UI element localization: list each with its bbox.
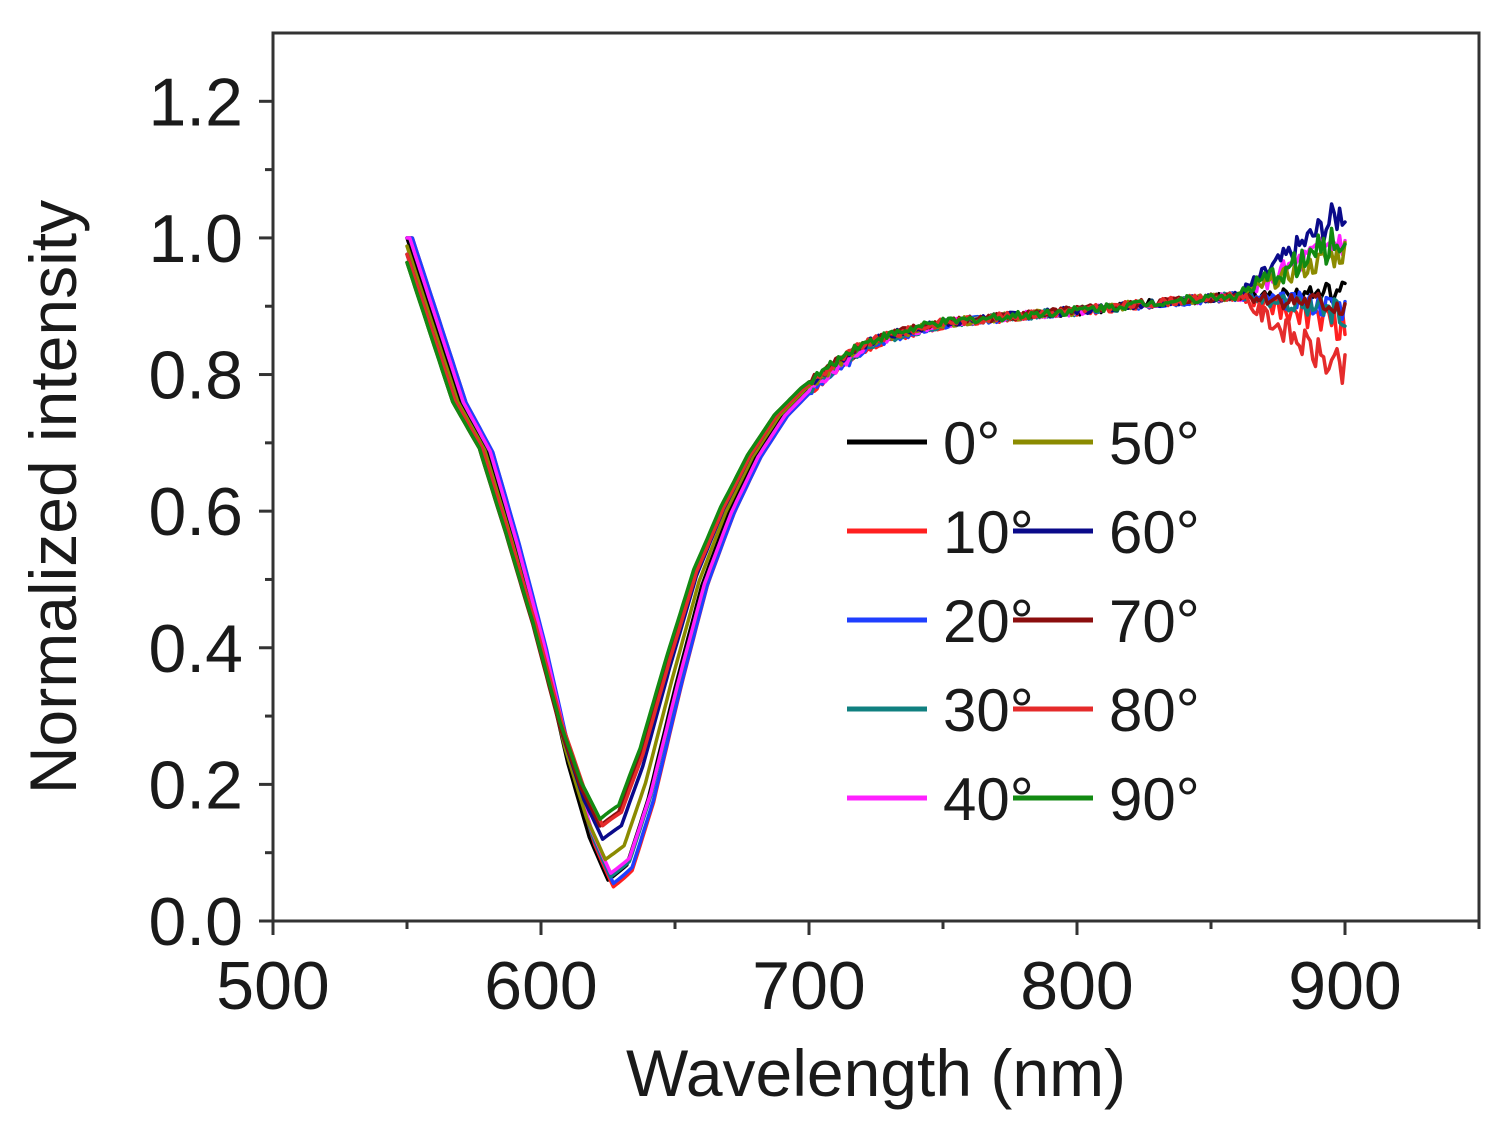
y-tick-label: 1.2 xyxy=(148,64,243,140)
legend-label: 90° xyxy=(1109,766,1200,833)
y-tick-label: 1.0 xyxy=(148,201,243,277)
y-tick-label: 0.6 xyxy=(148,474,243,550)
x-tick-label: 500 xyxy=(216,948,329,1024)
legend-label: 80° xyxy=(1109,677,1200,744)
y-tick-label: 0.4 xyxy=(148,611,243,687)
x-tick-label: 700 xyxy=(752,948,865,1024)
legend-label: 60° xyxy=(1109,499,1200,566)
series-line-30deg xyxy=(405,236,1347,879)
x-tick-label: 800 xyxy=(1020,948,1133,1024)
x-tick-label: 600 xyxy=(484,948,597,1024)
y-tick-label: 0.0 xyxy=(148,884,243,960)
legend-label: 50° xyxy=(1109,410,1200,477)
plot-frame xyxy=(271,31,1481,923)
legend-label: 0° xyxy=(943,410,1000,477)
axis-ticks xyxy=(259,99,1481,935)
y-axis-title: Normalized intensity xyxy=(16,200,90,794)
series-line-40deg xyxy=(405,233,1347,875)
x-tick-label: 900 xyxy=(1288,948,1401,1024)
axis-tick-labels: 500 600 700 800 900 0.0 0.2 0.4 0.6 0.8 1.0 1.2 xyxy=(148,64,1401,1024)
series-group xyxy=(405,202,1347,889)
legend-label: 70° xyxy=(1109,588,1200,655)
y-tick-label: 0.2 xyxy=(148,747,243,823)
x-axis-title: Wavelength (nm) xyxy=(626,1036,1126,1110)
series-line-90deg xyxy=(405,226,1347,821)
legend: 0°10°20°30°40°50°60°70°80°90° xyxy=(847,410,1200,833)
series-line-0deg xyxy=(405,236,1347,882)
y-tick-label: 0.8 xyxy=(148,338,243,414)
